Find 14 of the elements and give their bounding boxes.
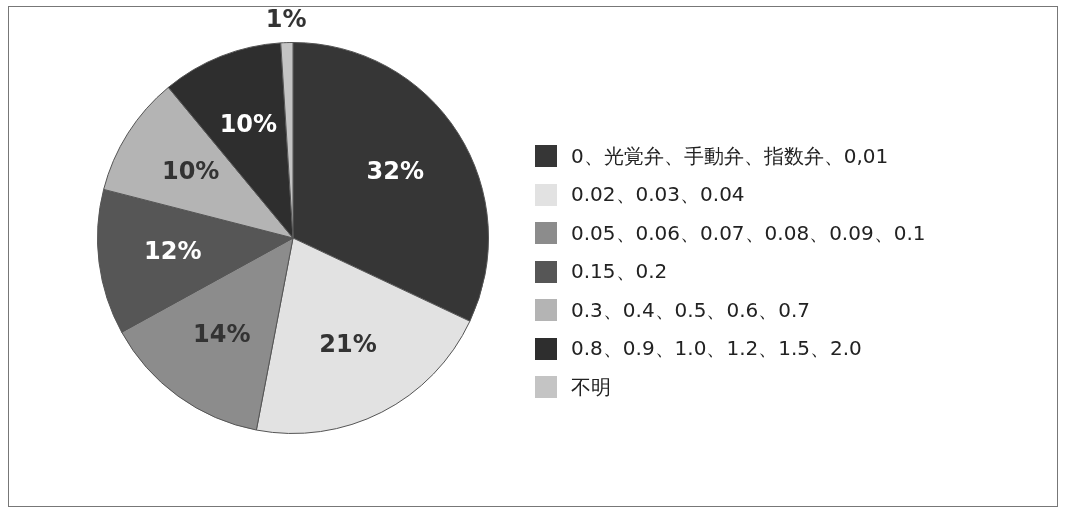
data-label: 10% xyxy=(161,157,220,186)
data-label: 10% xyxy=(219,109,278,138)
legend-label: 0.02、0.03、0.04 xyxy=(571,181,745,209)
data-label: 1% xyxy=(265,4,307,33)
legend-label: 0.15、0.2 xyxy=(571,258,668,286)
legend-label: 0.8、0.9、1.0、1.2、1.5、2.0 xyxy=(571,335,862,363)
legend-label: 0.3、0.4、0.5、0.6、0.7 xyxy=(571,296,811,324)
data-label: 12% xyxy=(144,237,202,266)
data-label: 14% xyxy=(193,320,251,349)
legend-label: 0.05、0.06、0.07、0.08、0.09、0.1 xyxy=(571,219,926,247)
legend-label: 0、光覚弁、手動弁、指数弁、0,01 xyxy=(571,142,889,170)
data-label: 32% xyxy=(366,157,425,186)
data-label: 21% xyxy=(319,330,377,359)
legend-label: 不明 xyxy=(571,373,611,401)
